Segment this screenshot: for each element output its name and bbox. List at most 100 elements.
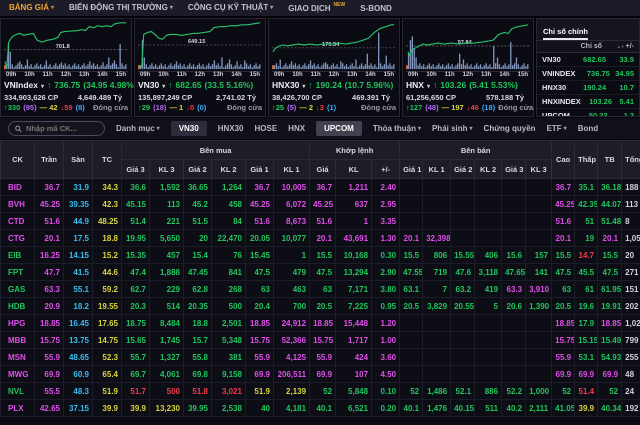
nav-item[interactable]: BIẾN ĐỘNG THỊ TRƯỜNG ▾ [69, 3, 173, 13]
index-name[interactable]: HNX30 [272, 80, 300, 90]
board-tab-phái-sinh[interactable]: Phái sinh ▾ [431, 124, 473, 133]
ticker-cell[interactable]: CTD [0, 212, 35, 230]
table-row[interactable]: HPG 18.85 16.45 17.65 18.75 8,484 18.8 2,501 18.… [0, 314, 640, 332]
price-cell: 500 [211, 297, 246, 315]
ticker-cell[interactable]: MWG [0, 365, 35, 383]
nav-item[interactable]: GIAO DỊCH NEW [288, 1, 346, 13]
board-tab-upcom[interactable]: UPCOM [316, 121, 362, 136]
board-tab-hnx[interactable]: HNX [288, 124, 306, 133]
board-tab-etf[interactable]: ETF ▾ [546, 124, 567, 133]
col-ask-vol1[interactable]: KL 1 [422, 159, 452, 179]
col-ceiling[interactable]: Trần [34, 140, 64, 179]
price-cell: 15.75 [551, 331, 576, 349]
floor-count: (1) [326, 103, 337, 112]
ticker-cell[interactable]: MBB [0, 331, 35, 349]
index-volume-line: 135,897,249 CP 2,741.02 Tỷ [138, 93, 262, 102]
col-bid-vol1[interactable]: KL 1 [272, 159, 311, 179]
new-badge: NEW [333, 1, 346, 8]
board-tab-hose[interactable]: HOSE [254, 124, 278, 133]
search-input[interactable] [25, 124, 98, 133]
col-reference[interactable]: TC [92, 140, 122, 179]
table-row[interactable]: BID 36.7 31.9 34.3 36.6 1,592 36.65 1,264 36.7 10… [0, 178, 640, 196]
ticker-cell[interactable]: EIB [0, 246, 35, 264]
col-ticker[interactable]: CK [0, 140, 35, 179]
col-change[interactable]: +/- [371, 159, 401, 179]
index-row[interactable]: UPCOM 50.33 1.2 [537, 109, 639, 116]
chevron-down-icon[interactable]: ▾ [41, 84, 45, 90]
col-floor[interactable]: Sàn [63, 140, 93, 179]
col-bid-vol3[interactable]: KL 3 [149, 159, 184, 179]
col-ask-vol2[interactable]: KL 2 [474, 159, 503, 179]
index-name[interactable]: VN30 [138, 80, 160, 90]
nav-item[interactable]: BẢNG GIÁ ▾ [9, 3, 54, 13]
board-tab-hnx30[interactable]: HNX30 [217, 124, 244, 133]
ticker-cell[interactable]: GAS [0, 280, 35, 298]
col-ask-price3[interactable]: Giá 3 [501, 159, 527, 179]
table-row[interactable]: MBB 15.75 13.75 14.75 15.65 1,745 15.7 5,348 15.… [0, 331, 640, 349]
price-cell: 55.1 [63, 280, 93, 298]
ticker-cell[interactable]: PLX [0, 399, 35, 417]
table-row[interactable]: BVH 45.25 39.35 42.3 45.15 113 45.2 458 45.25 6,0… [0, 195, 640, 213]
col-avg[interactable]: TB [597, 140, 623, 179]
col-match-price[interactable]: Giá [309, 159, 337, 179]
ticker-cell[interactable]: MSN [0, 348, 35, 366]
ticker-search-box[interactable] [8, 121, 105, 136]
col-ask-price1[interactable]: Giá 1 [399, 159, 424, 179]
indices-col-change[interactable]: ▲▼+/- [616, 43, 634, 50]
index-row[interactable]: VNINDEX 736.75 34.95 [537, 67, 639, 81]
chevron-down-icon[interactable]: ▾ [302, 84, 306, 90]
category-dropdown[interactable]: Danh mục ▾ [116, 124, 160, 133]
table-row[interactable]: CTD 51.6 44.9 48.25 51.4 221 51.5 84 51.6 8,673 51… [0, 212, 640, 230]
chevron-down-icon[interactable]: ▾ [426, 84, 430, 90]
index-name[interactable]: VNIndex [4, 80, 39, 90]
col-ask-price2[interactable]: Giá 2 [450, 159, 476, 179]
price-cell: 36.7 [309, 178, 337, 196]
col-match-vol[interactable]: KL [335, 159, 373, 179]
ticker-cell[interactable]: HDB [0, 297, 35, 315]
board-tab-bond[interactable]: Bond [577, 124, 599, 133]
col-ask-vol3[interactable]: KL 3 [525, 159, 553, 179]
table-row[interactable]: HDB 20.9 18.2 19.55 20.3 514 20.35 500 20.4 700 20… [0, 297, 640, 315]
table-row[interactable]: NVL 55.5 48.3 51.9 51.7 500 51.8 3,021 51.9 2,139… [0, 382, 640, 400]
indices-col-name[interactable]: Chỉ số [580, 43, 602, 50]
ticker-cell[interactable]: FPT [0, 263, 35, 281]
col-high[interactable]: Cao [551, 140, 576, 179]
tab-main-indices[interactable]: Chỉ số chính [543, 27, 588, 40]
table-row[interactable]: MWG 69.9 60.9 65.4 69.7 4,061 69.8 9,158 69.9 206… [0, 365, 640, 383]
price-cell: 20.3 [121, 297, 150, 315]
col-low[interactable]: Thấp [574, 140, 599, 179]
index-row[interactable]: VN30 682.65 33.5 [537, 53, 639, 67]
ticker-cell[interactable]: HPG [0, 314, 35, 332]
ticker-cell[interactable]: NVL [0, 382, 35, 400]
col-bid-price2[interactable]: Giá 2 [183, 159, 212, 179]
index-row[interactable]: HNXINDEX 103.26 5.41 [537, 95, 639, 109]
table-row[interactable]: CTG 20.1 17.5 18.8 19.95 5,650 20 22,470 20.05 10… [0, 229, 640, 247]
ticker-cell[interactable]: BVH [0, 195, 35, 213]
price-cell: 45.15 [121, 195, 150, 213]
board-tab-vn30[interactable]: VN30 [170, 121, 207, 136]
board-tab-thỏa-thuận[interactable]: Thỏa thuận ▾ [372, 124, 421, 133]
col-bid-price3[interactable]: Giá 3 [121, 159, 150, 179]
table-row[interactable]: MSN 55.9 48.65 52.3 55.7 1,327 55.8 381 55.9 4,12… [0, 348, 640, 366]
price-cell [450, 195, 476, 213]
chevron-down-icon[interactable]: ▾ [162, 84, 166, 90]
index-row[interactable]: HNX30 190.24 10.7 [537, 81, 639, 95]
board-tab-chứng-quyền[interactable]: Chứng quyền [483, 124, 536, 133]
col-total[interactable]: Tổng [621, 140, 640, 179]
col-bid-price1[interactable]: Giá 1 [245, 159, 274, 179]
col-bid-vol2[interactable]: KL 2 [211, 159, 246, 179]
ticker-cell[interactable]: CTG [0, 229, 35, 247]
index-name[interactable]: HNX [406, 80, 424, 90]
price-cell [474, 229, 503, 247]
nav-item[interactable]: CÔNG CỤ KỸ THUẬT ▾ [188, 3, 273, 13]
decliners: ↓46 [466, 103, 479, 112]
table-row[interactable]: EIB 16.25 14.15 15.2 15.35 457 15.4 76 15.45 1 15.… [0, 246, 640, 264]
table-row[interactable]: FPT 47.7 41.5 44.6 47.4 1,888 47.45 841 47.5 479 4… [0, 263, 640, 281]
table-row[interactable]: PLX 42.65 37.15 39.9 39.9 13,230 39.95 2,538 40 4… [0, 399, 640, 417]
price-cell [399, 331, 424, 349]
nav-item[interactable]: S-BOND [360, 4, 392, 13]
price-cell: 18.8 [183, 314, 212, 332]
table-row[interactable]: GAS 63.3 55.1 59.2 62.7 229 62.8 268 63 463 63 7,17… [0, 280, 640, 298]
ticker-cell[interactable]: BID [0, 178, 35, 196]
price-cell [422, 314, 452, 332]
